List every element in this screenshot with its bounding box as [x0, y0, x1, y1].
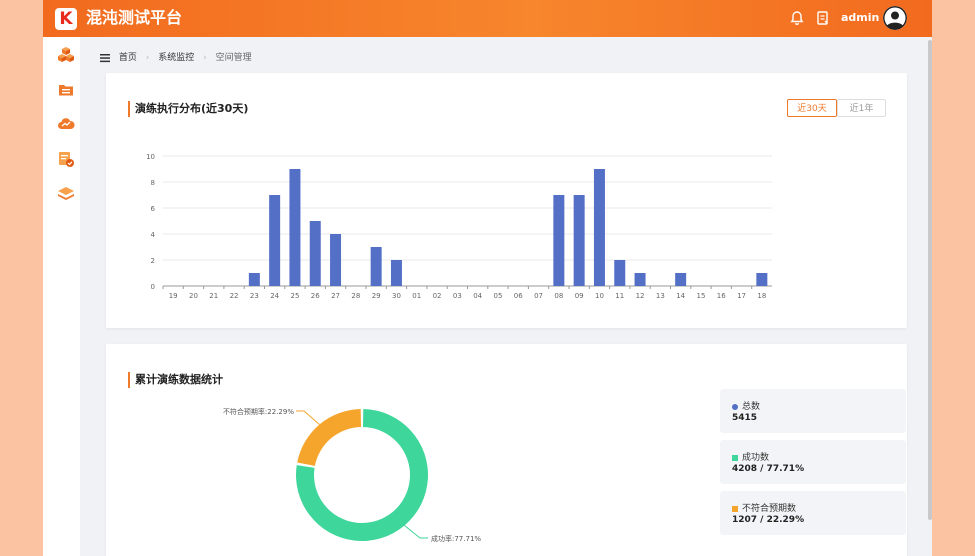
- stat-success-label: 成功数: [742, 453, 770, 463]
- x-tick-label: 11: [615, 292, 624, 300]
- stat-total: 总数 5415: [720, 389, 906, 433]
- total-dot: [732, 403, 738, 410]
- bar-29[interactable]: [370, 247, 382, 286]
- x-tick-label: 17: [737, 292, 746, 300]
- y-tick-label: 8: [151, 179, 155, 187]
- sidebar: [43, 37, 80, 556]
- x-tick-label: 09: [575, 292, 584, 300]
- cubes-icon[interactable]: [57, 46, 75, 64]
- x-tick-label: 25: [290, 292, 299, 300]
- bar-24[interactable]: [269, 195, 281, 286]
- x-tick-label: 20: [189, 292, 198, 300]
- username[interactable]: admin: [841, 11, 880, 24]
- bar-26[interactable]: [309, 221, 321, 286]
- top-bar: K 混沌测试平台 admin: [43, 0, 932, 37]
- x-tick-label: 06: [514, 292, 523, 300]
- page-scrollbar[interactable]: [928, 40, 932, 520]
- stat-total-label: 总数: [742, 402, 761, 412]
- app-window: K 混沌测试平台 admin: [43, 0, 932, 556]
- bar-12[interactable]: [634, 273, 646, 286]
- stat-total-value: 5415: [732, 413, 758, 423]
- tab-30-days[interactable]: 近30天: [787, 99, 837, 117]
- donut-leader-line: [404, 525, 428, 539]
- donut-slice-1[interactable]: [297, 409, 362, 466]
- x-tick-label: 13: [656, 292, 665, 300]
- x-tick-label: 15: [696, 292, 705, 300]
- bar-14[interactable]: [675, 273, 687, 286]
- stat-success: 成功数 4208 / 77.71%: [720, 440, 906, 484]
- y-tick-label: 10: [146, 153, 155, 161]
- stats-card: 累计演练数据统计 成功率:77.71% 不符合预期率:22.29% 总数 5415…: [106, 344, 907, 556]
- x-tick-label: 01: [412, 292, 421, 300]
- stat-success-value: 4208 / 77.71%: [732, 464, 805, 474]
- stats-card-title: 累计演练数据统计: [128, 372, 223, 388]
- x-tick-label: 12: [636, 292, 645, 300]
- bell-icon[interactable]: [789, 10, 805, 26]
- app-logo[interactable]: K: [55, 8, 77, 30]
- x-tick-label: 16: [717, 292, 726, 300]
- x-tick-label: 24: [270, 292, 279, 300]
- y-tick-label: 2: [151, 257, 155, 265]
- app-title: 混沌测试平台: [86, 8, 183, 27]
- x-tick-label: 22: [230, 292, 239, 300]
- x-tick-label: 18: [757, 292, 766, 300]
- menu-toggle-icon[interactable]: [100, 53, 110, 63]
- x-tick-label: 23: [250, 292, 259, 300]
- x-tick-label: 14: [676, 292, 685, 300]
- breadcrumb-current: 空间管理: [215, 53, 252, 63]
- cloud-chart-icon[interactable]: [57, 115, 75, 133]
- bar-11[interactable]: [614, 260, 626, 286]
- bar-09[interactable]: [573, 195, 585, 286]
- x-tick-label: 08: [554, 292, 563, 300]
- layers-icon[interactable]: [57, 185, 75, 203]
- bar-18[interactable]: [756, 273, 768, 286]
- exec-distribution-card: 演练执行分布(近30天) 近30天 近1年 0 2 4 6 8 10 19 20 21 22 23 2…: [106, 73, 907, 328]
- bar-23[interactable]: [248, 273, 260, 286]
- stat-unexpected-value: 1207 / 22.29%: [732, 515, 805, 525]
- breadcrumb-system-monitor[interactable]: 系统监控: [158, 53, 195, 63]
- x-tick-label: 26: [311, 292, 320, 300]
- bar-25[interactable]: [289, 169, 301, 286]
- x-tick-label: 03: [453, 292, 462, 300]
- x-tick-label: 29: [372, 292, 381, 300]
- tab-1-year[interactable]: 近1年: [837, 99, 886, 117]
- x-tick-label: 27: [331, 292, 340, 300]
- folder-icon[interactable]: [57, 81, 75, 99]
- breadcrumb-separator: ›: [145, 53, 150, 63]
- report-check-icon[interactable]: [57, 150, 75, 168]
- x-tick-label: 07: [534, 292, 543, 300]
- donut-label-1: 不符合预期率:22.29%: [223, 407, 294, 416]
- stat-unexpected-label: 不符合预期数: [742, 504, 797, 514]
- x-tick-label: 05: [493, 292, 502, 300]
- exec-card-title: 演练执行分布(近30天): [128, 101, 248, 117]
- x-tick-label: 04: [473, 292, 482, 300]
- avatar[interactable]: [883, 6, 907, 30]
- breadcrumb-home[interactable]: 首页: [118, 53, 137, 63]
- bar-27[interactable]: [330, 234, 342, 286]
- x-tick-label: 21: [209, 292, 218, 300]
- document-icon[interactable]: [815, 10, 831, 26]
- x-tick-label: 10: [595, 292, 604, 300]
- x-tick-label: 30: [392, 292, 401, 300]
- y-tick-label: 0: [151, 283, 155, 291]
- unexpected-dot: [732, 505, 738, 512]
- breadcrumb: 首页 › 系统监控 › 空间管理: [100, 51, 252, 65]
- stats-donut-chart: 成功率:77.71% 不符合预期率:22.29%: [223, 407, 481, 543]
- bar-08[interactable]: [553, 195, 565, 286]
- y-tick-label: 6: [151, 205, 156, 213]
- bar-10[interactable]: [593, 169, 605, 286]
- x-tick-label: 02: [433, 292, 442, 300]
- bar-30[interactable]: [390, 260, 402, 286]
- y-tick-label: 4: [151, 231, 156, 239]
- x-tick-label: 19: [169, 292, 178, 300]
- x-tick-label: 28: [351, 292, 360, 300]
- donut-leader-line: [296, 410, 320, 425]
- stat-unexpected: 不符合预期数 1207 / 22.29%: [720, 491, 906, 535]
- success-dot: [732, 454, 738, 461]
- donut-label-0: 成功率:77.71%: [431, 534, 481, 543]
- breadcrumb-separator: ›: [203, 53, 207, 63]
